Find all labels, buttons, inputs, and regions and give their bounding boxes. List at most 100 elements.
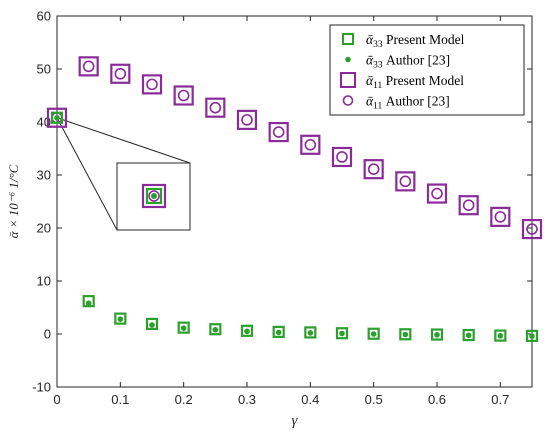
data-point-square — [114, 312, 127, 325]
data-point-square — [50, 111, 64, 124]
x-tick-label: 0.2 — [175, 392, 193, 407]
legend-label: ᾱ33 Author [23] — [366, 53, 450, 71]
x-tick-label: 0 — [53, 392, 60, 407]
zoom-inset — [56, 117, 191, 231]
data-point-square — [331, 146, 353, 168]
data-point-circle — [494, 211, 507, 223]
data-point-dot — [307, 330, 314, 336]
data-point-square — [272, 325, 285, 338]
data-point-square — [177, 321, 190, 334]
data-point-circle — [114, 67, 127, 80]
x-tick-label: 0.4 — [301, 392, 319, 407]
legend-marker-square — [342, 33, 354, 45]
y-tick-label: 60 — [37, 9, 51, 24]
data-point-circle — [431, 187, 443, 200]
data-point-square — [110, 63, 131, 84]
x-tick-label: 0.3 — [238, 392, 256, 407]
legend-subscript: 33 — [373, 61, 383, 71]
data-point-square — [300, 134, 321, 155]
data-point-square — [399, 328, 412, 341]
data-marks — [46, 56, 543, 342]
y-tick-label: -10 — [32, 380, 51, 395]
data-point-circle — [399, 175, 412, 188]
inset-connector-line — [56, 117, 118, 231]
data-point-circle — [241, 114, 253, 126]
data-point-circle — [462, 199, 475, 212]
data-point-dot — [149, 322, 155, 328]
legend-text: Author [23] — [382, 94, 450, 109]
series-0 — [50, 111, 539, 342]
data-point-dot — [497, 333, 504, 339]
data-point-square — [367, 327, 380, 340]
data-point-dot — [275, 329, 282, 336]
data-point-square — [335, 327, 349, 340]
data-point-circle — [336, 151, 348, 163]
data-point-square — [430, 328, 444, 341]
data-point-dot — [212, 326, 219, 333]
legend-label: ᾱ11 Author [23] — [366, 94, 450, 112]
legend-text: Author [23] — [383, 53, 451, 68]
data-point-square — [240, 324, 254, 337]
data-point-dot — [402, 331, 409, 338]
inset-marker-square — [141, 183, 167, 209]
data-point-dot — [339, 330, 345, 337]
legend-symbol: ᾱ — [366, 73, 374, 88]
x-axis-label: γ — [292, 413, 299, 429]
data-point-square — [268, 121, 289, 143]
y-tick-label: 20 — [37, 221, 51, 236]
data-point-circle — [146, 78, 158, 91]
data-point-square — [490, 206, 511, 227]
data-point-square — [426, 183, 448, 204]
data-point-square — [494, 329, 507, 342]
inset-marker-dot — [151, 193, 157, 199]
x-tick-label: 0.1 — [111, 392, 129, 407]
data-point-dot — [529, 333, 535, 339]
legend-text: Present Model — [382, 73, 464, 88]
data-point-circle — [367, 163, 380, 175]
y-tick-label: 10 — [37, 274, 51, 289]
data-point-square — [304, 326, 317, 339]
legend-text: Present Model — [383, 32, 465, 47]
data-point-square — [205, 97, 226, 118]
data-point-circle — [304, 138, 317, 151]
data-point-dot — [117, 316, 124, 322]
data-point-dot — [434, 331, 440, 338]
data-point-dot — [85, 300, 92, 307]
x-tick-label: 0.7 — [491, 392, 509, 407]
legend-symbol: ᾱ — [366, 32, 374, 47]
y-tick-label: 30 — [37, 168, 51, 183]
data-point-circle — [526, 223, 538, 235]
y-tick-label: 50 — [37, 62, 51, 77]
data-point-square — [82, 295, 95, 308]
legend-marker-circle — [342, 95, 354, 106]
data-point-square — [78, 56, 99, 77]
data-point-square — [236, 109, 258, 130]
y-axis-label: ᾱ × 10⁻⁶ 1/°C — [6, 164, 21, 238]
data-point-dot — [54, 114, 60, 121]
legend-label: ᾱ11 Present Model — [366, 73, 464, 91]
legend-symbol: ᾱ — [366, 94, 374, 109]
legend-subscript: 11 — [373, 102, 382, 112]
plot-area-frame — [56, 15, 533, 388]
data-point-square — [173, 85, 194, 106]
data-point-circle — [272, 126, 285, 138]
legend-symbol: ᾱ — [366, 53, 374, 68]
data-point-square — [209, 323, 222, 336]
data-point-dot — [465, 332, 472, 339]
x-tick-label: 0.6 — [428, 392, 446, 407]
data-point-circle — [209, 101, 222, 114]
data-point-dot — [370, 331, 377, 337]
inset-connector-line — [56, 117, 191, 164]
y-tick-label: 0 — [44, 327, 51, 342]
data-point-square — [458, 195, 479, 216]
legend-box — [329, 24, 525, 116]
data-point-circle — [82, 60, 95, 73]
data-point-dot — [180, 325, 187, 331]
data-point-square — [46, 107, 68, 128]
inset-marker-circle — [148, 190, 160, 202]
data-point-square — [363, 159, 384, 180]
inset-marker-square — [145, 187, 163, 205]
